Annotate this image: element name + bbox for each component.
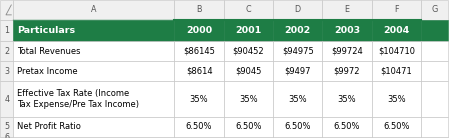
Bar xyxy=(0,0,13,20)
Text: 3: 3 xyxy=(4,67,9,76)
Text: Total Revenues: Total Revenues xyxy=(17,47,81,56)
Text: 4: 4 xyxy=(4,95,9,104)
Text: 35%: 35% xyxy=(337,95,356,104)
Bar xyxy=(13,41,174,61)
Text: Effective Tax Rate (Income
Tax Expense/Pre Tax Income): Effective Tax Rate (Income Tax Expense/P… xyxy=(17,89,139,109)
Bar xyxy=(174,61,224,81)
Bar xyxy=(224,117,273,137)
Bar xyxy=(0,117,13,137)
Bar xyxy=(0,20,13,41)
Bar xyxy=(372,0,421,20)
Bar xyxy=(421,0,448,20)
Text: $104710: $104710 xyxy=(378,47,415,56)
Bar xyxy=(13,117,174,137)
Bar xyxy=(421,41,448,61)
Bar xyxy=(174,20,224,41)
Bar xyxy=(174,41,224,61)
Text: $86145: $86145 xyxy=(183,47,215,56)
Text: Net Profit Ratio: Net Profit Ratio xyxy=(17,123,81,132)
Text: 6.50%: 6.50% xyxy=(284,123,311,132)
Text: 6.50%: 6.50% xyxy=(235,123,262,132)
Bar xyxy=(174,0,224,20)
Text: 2: 2 xyxy=(4,47,9,56)
Bar xyxy=(322,0,372,20)
Bar xyxy=(372,137,421,138)
Text: 6.50%: 6.50% xyxy=(334,123,360,132)
Bar xyxy=(372,81,421,117)
Bar xyxy=(224,20,273,41)
Text: B: B xyxy=(196,5,202,14)
Bar xyxy=(322,61,372,81)
Text: G: G xyxy=(431,5,438,14)
Text: 35%: 35% xyxy=(288,95,307,104)
Bar xyxy=(372,41,421,61)
Bar xyxy=(322,81,372,117)
Text: $90452: $90452 xyxy=(233,47,264,56)
Bar xyxy=(421,61,448,81)
Text: F: F xyxy=(394,5,399,14)
Bar xyxy=(13,20,174,41)
Text: 35%: 35% xyxy=(387,95,406,104)
Text: 2002: 2002 xyxy=(284,26,311,35)
Text: Pretax Income: Pretax Income xyxy=(17,67,78,76)
Bar xyxy=(224,41,273,61)
Text: 6.50%: 6.50% xyxy=(186,123,212,132)
Text: C: C xyxy=(246,5,251,14)
Bar xyxy=(224,0,273,20)
Text: A: A xyxy=(91,5,97,14)
Text: D: D xyxy=(295,5,301,14)
Text: 2001: 2001 xyxy=(235,26,262,35)
Text: 6: 6 xyxy=(4,133,9,138)
Text: 2000: 2000 xyxy=(186,26,212,35)
Text: Particulars: Particulars xyxy=(17,26,75,35)
Bar xyxy=(13,137,174,138)
Bar xyxy=(0,61,13,81)
Bar xyxy=(273,137,322,138)
Bar xyxy=(372,20,421,41)
Bar xyxy=(421,137,448,138)
Bar xyxy=(322,20,372,41)
Bar xyxy=(224,61,273,81)
Bar xyxy=(273,81,322,117)
Bar xyxy=(421,117,448,137)
Bar xyxy=(322,137,372,138)
Text: 35%: 35% xyxy=(239,95,258,104)
Bar xyxy=(273,41,322,61)
Bar xyxy=(174,137,224,138)
Text: 2003: 2003 xyxy=(334,26,360,35)
Text: $94975: $94975 xyxy=(282,47,313,56)
Bar xyxy=(372,117,421,137)
Text: 2004: 2004 xyxy=(383,26,410,35)
Text: 6.50%: 6.50% xyxy=(383,123,410,132)
Bar xyxy=(13,0,174,20)
Bar xyxy=(421,81,448,117)
Bar xyxy=(174,81,224,117)
Bar xyxy=(273,20,322,41)
Bar xyxy=(0,137,13,138)
Bar xyxy=(322,41,372,61)
Text: $8614: $8614 xyxy=(186,67,212,76)
Text: $10471: $10471 xyxy=(381,67,412,76)
Bar xyxy=(273,61,322,81)
Bar xyxy=(372,61,421,81)
Bar xyxy=(0,81,13,117)
Text: $9972: $9972 xyxy=(334,67,360,76)
Text: 35%: 35% xyxy=(190,95,209,104)
Bar xyxy=(273,117,322,137)
Text: 5: 5 xyxy=(4,123,9,132)
Bar xyxy=(421,20,448,41)
Bar xyxy=(0,41,13,61)
Text: $99724: $99724 xyxy=(331,47,363,56)
Bar xyxy=(273,0,322,20)
Text: $9497: $9497 xyxy=(284,67,311,76)
Text: $9045: $9045 xyxy=(235,67,262,76)
Bar xyxy=(224,81,273,117)
Bar xyxy=(322,117,372,137)
Bar xyxy=(13,61,174,81)
Bar xyxy=(224,137,273,138)
Text: E: E xyxy=(345,5,349,14)
Text: 1: 1 xyxy=(4,26,9,35)
Bar xyxy=(13,81,174,117)
Bar xyxy=(174,117,224,137)
